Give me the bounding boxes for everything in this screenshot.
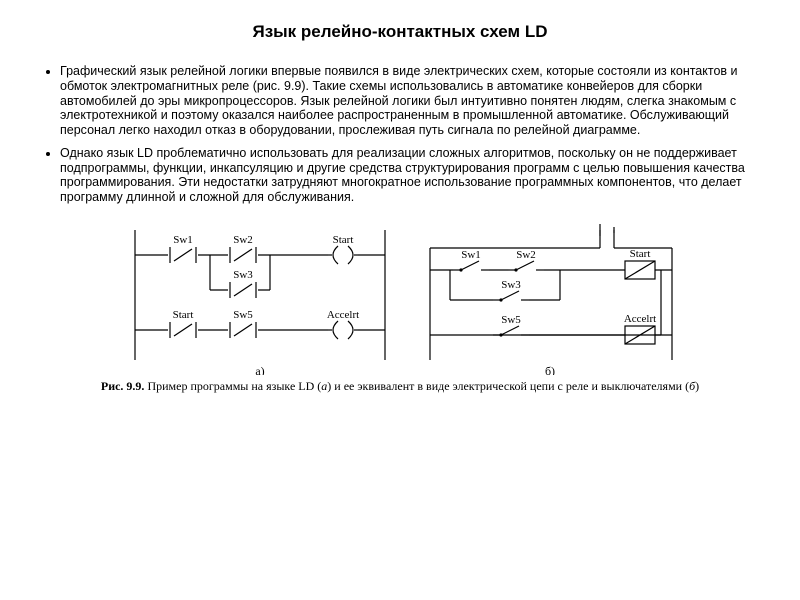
svg-text:Sw3: Sw3 bbox=[501, 279, 521, 291]
svg-text:Accelrt: Accelrt bbox=[327, 309, 359, 321]
figure-caption: Рис. 9.9. Пример программы на языке LD (… bbox=[32, 379, 768, 394]
svg-text:Sw1: Sw1 bbox=[173, 234, 193, 246]
page-title: Язык релейно-контактных схем LD bbox=[32, 22, 768, 42]
paragraph-2: Однако язык LD проблематично использоват… bbox=[60, 146, 768, 205]
svg-text:Sw1: Sw1 bbox=[461, 249, 481, 261]
svg-text:Start: Start bbox=[333, 234, 354, 246]
svg-text:Start: Start bbox=[173, 309, 194, 321]
caption-lead: Рис. 9.9. bbox=[101, 379, 145, 393]
caption-t3: ) bbox=[695, 379, 699, 393]
svg-text:Sw3: Sw3 bbox=[233, 269, 253, 281]
svg-text:Start: Start bbox=[630, 248, 651, 260]
svg-text:а): а) bbox=[255, 364, 264, 375]
svg-text:б): б) bbox=[545, 364, 555, 375]
paragraph-1: Графический язык релейной логики впервые… bbox=[60, 64, 768, 138]
svg-text:Sw2: Sw2 bbox=[233, 234, 253, 246]
body-text: Графический язык релейной логики впервые… bbox=[32, 64, 768, 205]
caption-t1: Пример программы на языке LD ( bbox=[147, 379, 321, 393]
figure-9-9: Sw1 Sw2 Start Sw3 Start Sw5 Accelrt а) Sw1 Sw2 Sta… bbox=[32, 215, 768, 375]
caption-t2: ) и ее эквивалент в виде электрической ц… bbox=[327, 379, 689, 393]
svg-text:Sw5: Sw5 bbox=[501, 314, 521, 326]
svg-text:Sw5: Sw5 bbox=[233, 309, 253, 321]
svg-text:Sw2: Sw2 bbox=[516, 249, 536, 261]
svg-text:Accelrt: Accelrt bbox=[624, 313, 656, 325]
